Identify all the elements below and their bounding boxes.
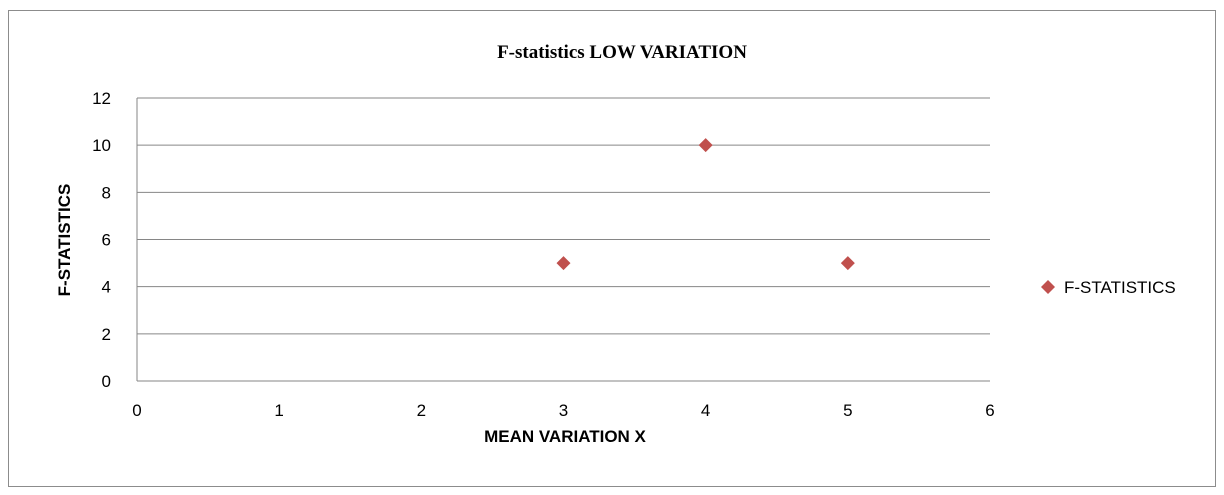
chart-title: F-statistics LOW VARIATION — [497, 42, 747, 63]
legend-marker-diamond — [1041, 280, 1055, 294]
y-axis-title: F-STATISTICS — [55, 184, 74, 297]
axes — [136, 98, 990, 382]
x-tick-label: 5 — [843, 401, 852, 420]
data-points — [556, 138, 855, 271]
legend: F-STATISTICS — [1041, 278, 1176, 297]
data-point — [840, 256, 855, 271]
x-tick-label: 2 — [417, 401, 426, 420]
legend-label: F-STATISTICS — [1064, 278, 1176, 297]
x-tick-labels: 0 1 2 3 4 5 6 — [132, 401, 994, 420]
y-tick-labels: 0 2 4 6 8 10 12 — [92, 89, 111, 391]
x-tick-label: 3 — [559, 401, 568, 420]
gridlines — [137, 97, 990, 335]
y-tick-label: 2 — [102, 325, 111, 344]
data-point — [698, 138, 713, 153]
x-tick-label: 6 — [985, 401, 994, 420]
y-tick-label: 6 — [102, 231, 111, 250]
x-tick-label: 4 — [701, 401, 710, 420]
chart-frame — [8, 10, 1216, 487]
y-tick-label: 8 — [102, 183, 111, 202]
y-tick-label: 0 — [102, 372, 111, 391]
data-point — [556, 256, 571, 271]
x-axis-title: MEAN VARIATION X — [484, 427, 646, 446]
y-tick-label: 12 — [92, 89, 111, 108]
x-tick-label: 1 — [274, 401, 283, 420]
y-tick-label: 10 — [92, 136, 111, 155]
x-tick-label: 0 — [132, 401, 141, 420]
y-tick-label: 4 — [102, 278, 111, 297]
